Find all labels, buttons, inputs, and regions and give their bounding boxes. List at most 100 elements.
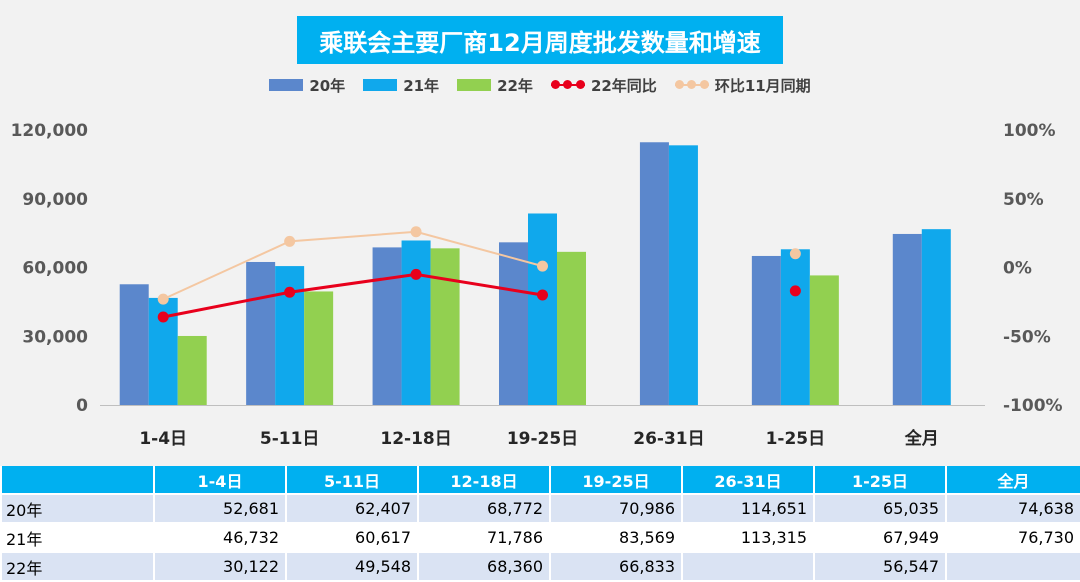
table-cell: 46,732: [153, 524, 285, 553]
legend-label-22: 22年: [497, 76, 533, 95]
legend-label-yoy: 22年同比: [590, 76, 657, 95]
table-header-cell: 12-18日: [417, 466, 549, 495]
table-cell: 113,315: [681, 524, 813, 553]
table-cell: 30,122: [153, 553, 285, 582]
point-yoy: [789, 285, 801, 297]
y-right-tick-label: 50%: [1003, 190, 1044, 210]
table-cell: [945, 553, 1080, 582]
line-mom: [162, 230, 543, 301]
table-cell: 68,772: [417, 495, 549, 524]
bar-22: [177, 335, 207, 405]
bar-21: [528, 213, 557, 405]
x-tick-label: 1-4日: [139, 429, 187, 449]
table-cell: 70,986: [549, 495, 681, 524]
bar-20: [751, 255, 781, 405]
point-yoy: [284, 286, 296, 298]
point-yoy: [410, 268, 422, 280]
x-tick-label: 12-18日: [380, 429, 451, 449]
table-cell: 74,638: [945, 495, 1080, 524]
legend-swatch-mom: [674, 78, 709, 92]
legend-label-21: 21年: [403, 76, 440, 95]
bar-21: [668, 145, 698, 405]
y-right-tick-label: -100%: [1003, 396, 1063, 416]
y-left-tick-label: 0: [76, 396, 88, 416]
table-cell: 66,833: [549, 553, 681, 582]
point-mom: [284, 235, 296, 247]
table-corner: [0, 466, 153, 495]
y-right-tick-label: -50%: [1003, 327, 1051, 347]
bar-22: [809, 275, 839, 405]
table-cell: 60,617: [285, 524, 417, 553]
table-header-cell: 26-31日: [681, 466, 813, 495]
table-header-row: 1-4日 5-11日 12-18日 19-25日 26-31日 1-25日 全月: [0, 466, 1080, 495]
x-tick-label: 5-11日: [260, 429, 320, 449]
x-tick-label: 26-31日: [633, 429, 704, 449]
table-row-label: 21年: [0, 524, 153, 553]
point-mom: [789, 248, 801, 260]
point-yoy: [537, 289, 548, 301]
bar-20: [119, 284, 149, 405]
bar-20: [499, 242, 528, 405]
x-tick-label: 19-25日: [507, 429, 578, 449]
table-cell: [681, 553, 813, 582]
line-yoy: [162, 272, 543, 319]
table-header-cell: 5-11日: [285, 466, 417, 495]
table-row-label: 20年: [0, 495, 153, 524]
legend-item-22: 22年: [457, 75, 533, 96]
bar-22: [304, 291, 334, 405]
bar-20: [892, 233, 922, 405]
legend-swatch-21: [363, 79, 398, 91]
plot-area: 0 30,000 60,000 90,000 120,000 -100% -50% 0% 50%…: [11, 121, 1063, 449]
table-cell: 65,035: [813, 495, 945, 524]
bar-20: [372, 247, 402, 405]
table-header-cell: 19-25日: [549, 466, 681, 495]
table-row-label: 22年: [0, 553, 153, 582]
table-cell: 52,681: [153, 495, 285, 524]
table-cell: 49,548: [285, 553, 417, 582]
table-cell: 114,651: [681, 495, 813, 524]
bar-21: [401, 240, 431, 405]
point-mom: [410, 226, 422, 238]
legend-item-20: 20年: [269, 75, 345, 96]
y-left-tick-label: 90,000: [22, 190, 88, 210]
data-table: 1-4日 5-11日 12-18日 19-25日 26-31日 1-25日 全月…: [0, 466, 1080, 582]
table-cell: 56,547: [813, 553, 945, 582]
x-tick-label: 全月: [904, 428, 939, 449]
table-header-cell: 1-4日: [153, 466, 285, 495]
legend-swatch-yoy: [550, 78, 585, 92]
table-cell: 76,730: [945, 524, 1080, 553]
point-yoy: [157, 311, 169, 323]
bar-21: [780, 249, 810, 405]
y-left-tick-label: 120,000: [11, 121, 89, 141]
legend-item-yoy: 22年同比: [550, 75, 657, 96]
legend-item-mom: 环比11月同期: [674, 75, 811, 96]
legend-label-mom: 环比11月同期: [714, 76, 811, 95]
table-cell: 62,407: [285, 495, 417, 524]
point-mom: [157, 293, 169, 305]
legend-item-21: 21年: [363, 75, 439, 96]
y-right-tick-label: 0%: [1003, 259, 1032, 279]
y-left-tick-label: 60,000: [22, 259, 88, 279]
y-right-tick-label: 100%: [1003, 121, 1056, 141]
table-row: 21年 46,732 60,617 71,786 83,569 113,315 …: [0, 524, 1080, 553]
point-mom: [537, 260, 548, 272]
bar-21: [921, 229, 951, 405]
bar-20: [639, 142, 669, 405]
legend-swatch-22: [457, 79, 492, 91]
legend-swatch-20: [269, 79, 304, 91]
legend-label-20: 20年: [309, 76, 346, 95]
chart-title: 乘联会主要厂商12月周度批发数量和增速: [297, 16, 783, 64]
x-tick-label: 1-25日: [766, 429, 826, 449]
chart-legend: 20年 21年 22年 22年同比 环比11月同期: [0, 73, 1080, 97]
bar-22: [557, 251, 586, 405]
table-header-cell: 1-25日: [813, 466, 945, 495]
table-row: 22年 30,122 49,548 68,360 66,833 56,547: [0, 553, 1080, 582]
table-cell: 83,569: [549, 524, 681, 553]
table-row: 20年 52,681 62,407 68,772 70,986 114,651 …: [0, 495, 1080, 524]
table-cell: 71,786: [417, 524, 549, 553]
table-cell: 67,949: [813, 524, 945, 553]
bar-22: [430, 248, 460, 405]
table-header-cell: 全月: [945, 466, 1080, 495]
bar-20: [246, 261, 276, 405]
